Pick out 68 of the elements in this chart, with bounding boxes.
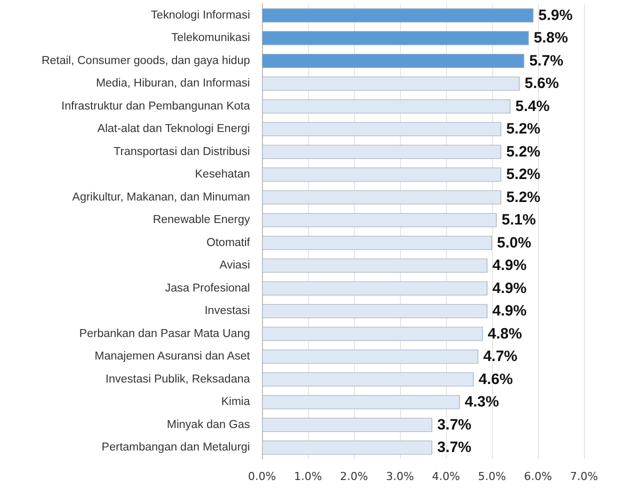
x-tick-label: 3.0% (386, 470, 414, 483)
data-label: 5.4% (515, 98, 550, 115)
data-label: 5.2% (506, 188, 540, 206)
bar (262, 99, 510, 114)
y-tick-label: Jasa Profesional (164, 282, 250, 294)
y-tick-label: Manajemen Asuransi dan Aset (94, 350, 251, 363)
data-label: 3.7% (437, 416, 472, 434)
data-label: 5.0% (497, 234, 532, 252)
y-tick-label: Renewable Energy (152, 214, 250, 226)
bar (262, 168, 502, 182)
x-tick-label: 5.0% (478, 470, 506, 483)
data-label: 4.3% (464, 394, 500, 411)
bar (262, 144, 502, 159)
y-tick-label: Investasi Publik, Reksadana (106, 373, 251, 386)
data-label: 5.6% (524, 75, 559, 92)
x-tick-label: 4.0% (432, 470, 460, 483)
data-label: 4.9% (492, 257, 527, 274)
bar (262, 281, 488, 296)
bar (262, 304, 488, 318)
data-label: 4.7% (483, 348, 518, 366)
data-label: 4.6% (478, 370, 513, 388)
bar (262, 395, 460, 410)
data-label: 4.8% (488, 325, 522, 342)
bar (262, 190, 502, 204)
y-tick-label: Transportasi dan Distribusi (114, 146, 250, 158)
y-tick-label: Perbankan dan Pasar Mata Uang (79, 328, 250, 340)
y-tick-label: Alat-alat dan Teknologi Energi (97, 123, 250, 136)
y-tick-label: Kimia (221, 396, 251, 408)
y-tick-label: Pertambangan dan Metalurgi (102, 442, 250, 454)
bar (262, 350, 478, 364)
bar (262, 326, 483, 341)
data-label: 5.7% (529, 52, 564, 70)
data-label: 5.2% (506, 120, 540, 138)
y-tick-label: Otomatif (206, 236, 251, 249)
bar (262, 372, 474, 386)
bar (262, 418, 432, 432)
data-label: 5.2% (506, 166, 540, 184)
bar (262, 236, 492, 250)
y-tick-label: Telekomunikasi (171, 32, 250, 44)
data-label: 5.1% (502, 212, 536, 229)
x-tick-label: 1.0% (294, 470, 322, 483)
y-tick-label: Infrastruktur dan Pembangunan Kota (61, 100, 251, 112)
bar (262, 122, 502, 136)
x-tick-label: 6.0% (524, 470, 552, 483)
bar (262, 8, 534, 22)
x-tick-label: 0.0% (248, 470, 276, 483)
x-tick-label: 2.0% (340, 470, 368, 483)
data-label: 4.9% (492, 302, 527, 320)
data-label: 5.2% (506, 143, 540, 160)
bar (262, 213, 497, 228)
data-label: 4.9% (492, 280, 527, 297)
y-tick-label: Teknologi Informasi (150, 9, 250, 22)
y-tick-label: Agrikultur, Makanan, dan Minuman (72, 191, 250, 204)
y-tick-label: Media, Hiburan, dan Informasi (96, 78, 250, 90)
y-tick-label: Minyak dan Gas (166, 418, 250, 431)
x-tick-label: 7.0% (570, 470, 598, 483)
y-tick-label: Investasi (204, 305, 250, 318)
bar (262, 31, 529, 46)
bar (262, 440, 432, 455)
y-tick-label: Retail, Consumer goods, dan gaya hidup (42, 54, 250, 67)
bar (262, 258, 488, 273)
data-label: 5.9% (538, 6, 573, 24)
bar (262, 76, 520, 91)
y-tick-label: Aviasi (220, 260, 250, 272)
bar (262, 54, 524, 68)
y-tick-label: Kesehatan (195, 168, 250, 181)
data-label: 3.7% (437, 439, 472, 456)
data-label: 5.8% (534, 30, 568, 47)
